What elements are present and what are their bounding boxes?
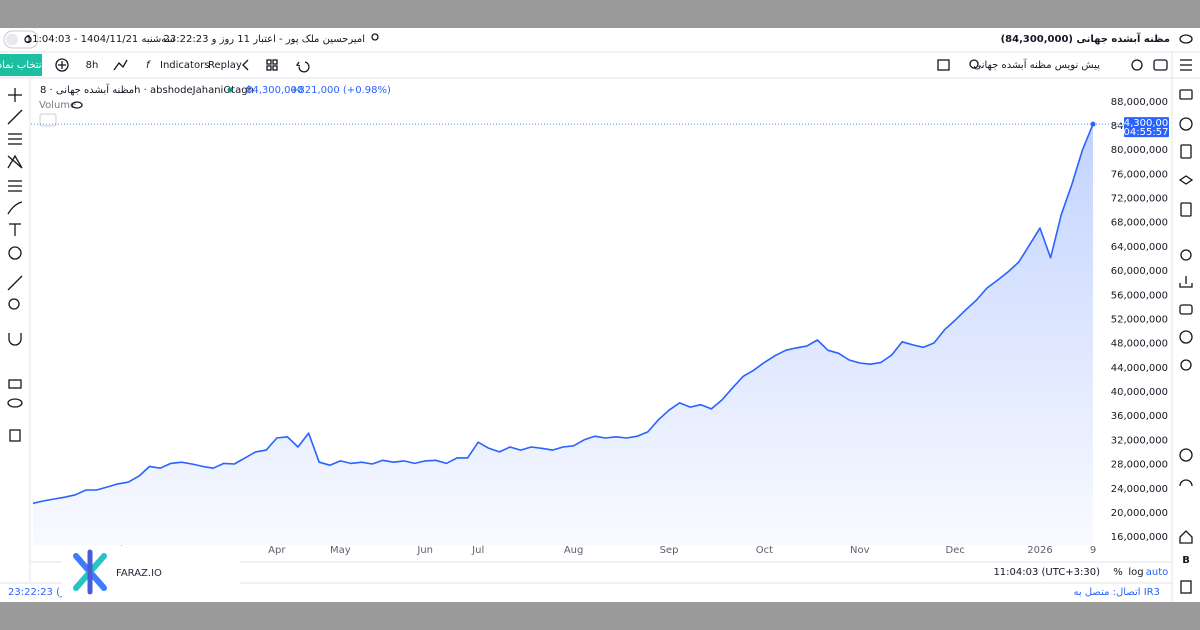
volume-eye[interactable] [71, 101, 83, 109]
brand-icon: B [1182, 555, 1190, 566]
add-icon[interactable] [55, 58, 69, 72]
fullscreen-icon[interactable] [937, 59, 950, 71]
layout-icon[interactable] [266, 59, 272, 65]
x-tick-label: May [330, 545, 351, 556]
y-tick-label: 76,000,000 [1111, 169, 1168, 180]
auto-toggle[interactable]: auto [1146, 567, 1169, 578]
x-tick-label: Sep [660, 545, 679, 556]
legend-name: مظنه آبشده جهانی · 8h · abshodeJahaniOta… [40, 83, 254, 96]
indicators-button[interactable]: Indicators [160, 60, 209, 71]
x-tick-label: 2026 [1027, 545, 1052, 556]
eye-icon[interactable] [1179, 34, 1193, 44]
status-dot [227, 87, 233, 93]
y-tick-label: 52,000,000 [1111, 314, 1168, 325]
legend-price: 84,300,000 [246, 85, 303, 96]
price-line [32, 123, 1094, 505]
legend-change: +821,000 (+0.98%) [290, 85, 391, 96]
connection-status: اتصال: متصل به IR3 [1074, 587, 1161, 598]
log-toggle[interactable]: log [1128, 567, 1143, 578]
layout-icon [266, 65, 272, 71]
percent-toggle[interactable]: % [1113, 567, 1123, 578]
x-tick-label: Dec [946, 545, 965, 556]
sun-icon [24, 35, 32, 44]
countdown-label: 04:55:57 [1124, 127, 1169, 138]
y-tick-label: 68,000,000 [1111, 218, 1168, 229]
interval-button[interactable]: 8h [86, 60, 99, 71]
y-tick-label: 72,000,000 [1111, 194, 1168, 205]
frame-top [0, 0, 1200, 28]
y-tick-label: 40,000,000 [1111, 387, 1168, 398]
watermark-text: FARAZ.IO [116, 568, 162, 579]
select-symbol-button[interactable] [0, 54, 42, 76]
left-tools [7, 88, 23, 442]
last-price-label: 84,300,000 [1117, 118, 1174, 129]
layout-icon [272, 65, 278, 71]
symbol-title: مظنه آبشده جهانی (84,300,000) [1001, 32, 1170, 45]
frame-bottom [0, 602, 1200, 630]
right-sidebar [1178, 59, 1194, 594]
x-tick-label: Nov [850, 545, 870, 556]
y-tick-label: 60,000,000 [1111, 266, 1168, 277]
y-tick-label: 20,000,000 [1111, 508, 1168, 519]
y-tick-label: 64,000,000 [1111, 242, 1168, 253]
last-point [1090, 121, 1096, 127]
settings-icon[interactable] [1131, 59, 1143, 71]
y-tick-label: 88,000,000 [1111, 97, 1168, 108]
volume-label: Volume [39, 100, 76, 111]
y-tick-label: 24,000,000 [1111, 484, 1168, 495]
y-tick-label: 28,000,000 [1111, 460, 1168, 471]
search-icon[interactable] [969, 59, 979, 69]
plot: 16,000,000 20,000,000 24,000,000 28,000,000… [31, 97, 1175, 556]
layout-icon [272, 59, 278, 65]
y-tick-label: 48,000,000 [1111, 339, 1168, 350]
x-tick-label: Apr [268, 545, 286, 556]
date-time: سه‌شنبه 1404/11/21 - 11:04:03 [26, 34, 175, 45]
draft-label: پیش نویس مظنه آبشده جهانی [973, 58, 1100, 71]
x-tick-label: Jul [471, 545, 484, 556]
x-tick-label: 9 [1090, 545, 1096, 556]
toggle-knob [6, 33, 18, 46]
y-tick-label: 80,000,000 [1111, 145, 1168, 156]
y-tick-label: 16,000,000 [1111, 532, 1168, 543]
y-tick-label: 36,000,000 [1111, 411, 1168, 422]
clock: 11:04:03 (UTC+3:30) [993, 567, 1100, 578]
last-price-badge [1124, 117, 1169, 138]
collapse-button[interactable] [39, 113, 57, 127]
y-tick-label: 56,000,000 [1111, 290, 1168, 301]
y-tick-label: 44,000,000 [1111, 363, 1168, 374]
select-symbol-label: انتخاب نماد [0, 60, 44, 71]
x-tick-label: Jun [416, 545, 433, 556]
replay-button[interactable]: Replay [208, 60, 242, 71]
user-info: امیرحسین ملک پور - اعتبار 11 روز و 23:22… [164, 34, 365, 45]
x-tick-label: Oct [756, 545, 773, 556]
replay-icon [242, 59, 249, 71]
fx-icon: f [146, 60, 151, 71]
user-icon [371, 33, 379, 41]
x-tick-label: Aug [564, 545, 584, 556]
undo-icon[interactable] [295, 61, 310, 73]
credit-status: 23:22:23 (شارژ) [8, 587, 85, 598]
watermark-logo [73, 549, 107, 595]
area [33, 124, 1093, 545]
y-tick-label: 32,000,000 [1111, 435, 1168, 446]
chart-type-icon[interactable] [113, 59, 128, 71]
camera-icon[interactable] [1153, 59, 1168, 71]
